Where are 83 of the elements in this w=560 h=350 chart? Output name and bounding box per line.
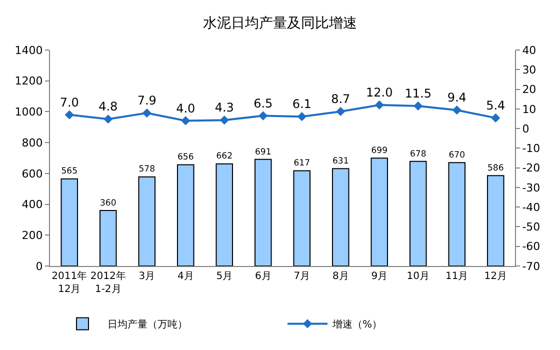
- data-label: 6.5: [254, 96, 273, 110]
- y-tick-label: 1200: [14, 74, 43, 88]
- point: [181, 116, 190, 126]
- point: [491, 113, 500, 122]
- y2-tick-label: 0: [522, 122, 530, 136]
- bar: [216, 163, 234, 266]
- data-label: 360: [100, 198, 116, 208]
- y-tick-label: 0: [36, 260, 43, 273]
- data-label: 631: [332, 156, 349, 167]
- point: [374, 100, 384, 110]
- point: [220, 116, 229, 125]
- y2-tick-label: -50: [522, 220, 540, 234]
- y2-tick-label: -30: [522, 181, 540, 194]
- data-label: 5.4: [486, 98, 506, 113]
- point: [414, 101, 423, 111]
- data-label: 565: [61, 166, 78, 177]
- data-label: 7.9: [137, 94, 156, 108]
- y2-tick-label: 30: [522, 63, 536, 76]
- x-tick-label: 5月: [216, 271, 233, 282]
- data-label: 6.1: [292, 97, 312, 112]
- point: [142, 108, 152, 118]
- bar: [486, 175, 504, 266]
- x-tick-label: 6月: [254, 271, 272, 282]
- data-label: 4.8: [98, 100, 118, 114]
- point: [297, 112, 306, 122]
- data-label: 586: [487, 163, 504, 174]
- data-label: 617: [294, 158, 310, 169]
- data-label: 691: [254, 147, 272, 158]
- x-tick-label: 12月: [484, 271, 507, 282]
- data-label: 11.5: [404, 86, 432, 101]
- y-tick-label: 200: [22, 228, 43, 242]
- bar: [138, 176, 156, 266]
- y-tick-label: 600: [22, 167, 43, 180]
- x-tick-label: 3月: [138, 271, 156, 282]
- point: [452, 106, 462, 115]
- y2-tick-label: 40: [522, 44, 536, 57]
- legend-label: 增速（%）: [332, 318, 382, 331]
- point: [336, 106, 346, 116]
- x-tick-label: 8月: [332, 271, 349, 282]
- x-tick-label: 10月: [406, 271, 430, 282]
- y2-tick-label: -70: [522, 260, 540, 273]
- y2-tick-label: -40: [522, 200, 540, 214]
- chart-title: 水泥日均产量及同比增速: [203, 15, 357, 32]
- bar: [409, 160, 427, 266]
- data-label: 662: [216, 152, 233, 162]
- bar: [293, 170, 311, 266]
- bar: [99, 210, 117, 266]
- data-label: 4.0: [176, 101, 196, 116]
- y2-tick-label: -60: [522, 240, 540, 254]
- data-label: 12.0: [366, 86, 393, 100]
- y-tick-label: 400: [22, 198, 43, 212]
- data-label: 678: [410, 149, 426, 160]
- x-tick-label: 11月: [446, 271, 468, 282]
- data-label: 7.0: [60, 95, 79, 110]
- data-label: 578: [138, 164, 156, 175]
- y-tick-label: 800: [22, 136, 43, 150]
- point: [64, 110, 74, 120]
- y2-tick-label: -10: [522, 142, 540, 156]
- x-tick-label: 9月: [371, 271, 388, 282]
- y2-tick-label: 10: [522, 102, 536, 116]
- x-tick-label: 7月: [294, 271, 310, 282]
- legend-label: 日均产量（万吨）: [108, 318, 188, 331]
- data-label: 699: [371, 146, 388, 156]
- data-label: 670: [448, 150, 466, 160]
- x-tick-label: 2011年 12月: [52, 270, 88, 295]
- point: [104, 114, 113, 124]
- point: [258, 111, 268, 120]
- data-label: 8.7: [331, 92, 350, 106]
- x-tick-label: 4月: [177, 271, 194, 282]
- data-label: 4.3: [214, 100, 234, 115]
- y2-tick-label: 20: [522, 83, 536, 96]
- y-tick-label: 1000: [14, 106, 43, 119]
- bar: [448, 162, 466, 266]
- data-label: 656: [177, 152, 194, 163]
- bar: [254, 158, 272, 266]
- bar: [332, 168, 350, 266]
- bar: [370, 158, 388, 266]
- y-tick-label: 1400: [14, 44, 43, 57]
- y2-tick-label: -20: [522, 162, 540, 175]
- bar: [60, 178, 78, 266]
- data-label: 9.4: [447, 90, 466, 105]
- x-tick-label: 2012年 1-2月: [90, 270, 126, 295]
- bar: [176, 164, 194, 266]
